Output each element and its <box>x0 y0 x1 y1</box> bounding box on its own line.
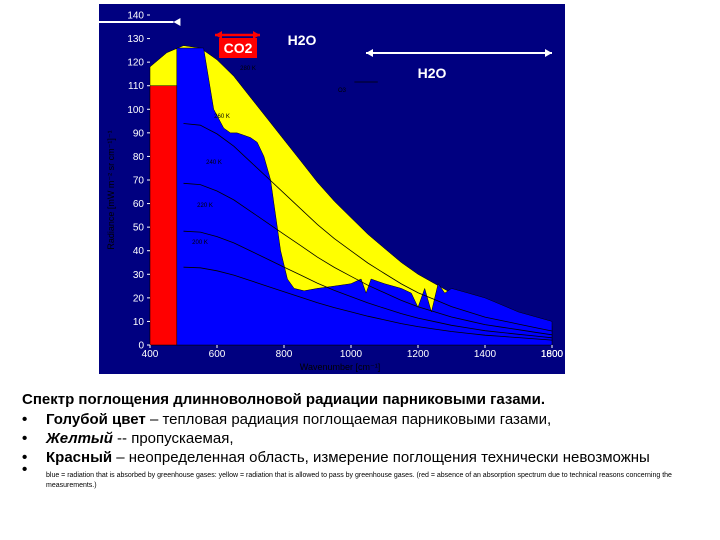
co2-label-box <box>219 38 257 58</box>
x-tick-label: 1800 <box>541 349 564 360</box>
temperature-curve-overlay <box>183 230 553 339</box>
bullet: • <box>22 411 28 428</box>
caption-item-yellow: • Желтый -- пропускаемая, <box>22 429 712 448</box>
item-text: -- пропускаемая, <box>112 430 234 447</box>
arrow-head-left <box>215 31 222 39</box>
bullet: • <box>22 430 28 447</box>
item-text: – тепловая радиация поглощаемая парников… <box>145 411 552 428</box>
temperature-label: 240 K <box>206 160 222 166</box>
y-tick-label: 40 <box>133 246 145 257</box>
color-word: Голубой цвет <box>46 411 146 428</box>
caption-item-blue: • Голубой цвет – тепловая радиация поглощ… <box>22 410 712 429</box>
y-tick-label: 110 <box>128 81 144 92</box>
y-axis-label: Radiance [mW m⁻² sr cm⁻¹]⁻¹ <box>106 130 116 249</box>
caption: Спектр поглощения длинноволновой радиаци… <box>22 390 712 491</box>
y-tick-label: 20 <box>133 293 145 304</box>
color-word: Красный <box>46 449 113 466</box>
temperature-labels: 280 K 260 K 240 K 220 K 200 K <box>192 66 256 246</box>
temperature-curve-overlay <box>183 123 553 332</box>
y-tick-label: 70 <box>133 176 145 187</box>
undetermined-region <box>149 85 178 346</box>
absorbed-radiation-area <box>176 47 553 346</box>
o3-label: O3 <box>338 88 347 94</box>
y-tick-label: 60 <box>133 199 145 210</box>
h2o-label-right: H2O <box>418 65 447 81</box>
caption-item-red: • Красный – неопределенная область, измер… <box>22 448 712 467</box>
caption-english-note: • blue = radiation that is absorbed by gr… <box>22 461 712 491</box>
y-tick-label: 30 <box>133 270 145 281</box>
temperature-label: 280 K <box>240 66 256 72</box>
co2-label: CO2 <box>224 40 253 56</box>
arrow-head-right <box>545 49 552 57</box>
y-tick-label: 140 <box>127 11 144 22</box>
temperature-lines <box>183 123 553 341</box>
y-tick-label: 100 <box>127 105 144 116</box>
arrow-head-left <box>173 18 181 26</box>
temperature-label: 260 K <box>214 114 230 120</box>
caption-list: • Голубой цвет – тепловая радиация поглощ… <box>22 410 712 491</box>
x-tick-label: 1200 <box>407 349 430 360</box>
x-tick-label: 1600 <box>541 349 564 360</box>
arrow-head-right <box>77 18 85 26</box>
arrow-head-right <box>253 31 260 39</box>
h2o-label-left: H2O <box>288 32 317 48</box>
x-axis-label: Wavenumber [cm⁻¹] <box>300 362 380 372</box>
arrow-head-left <box>366 49 373 57</box>
y-tick-label: 50 <box>133 223 145 234</box>
temperature-label: 200 K <box>192 240 208 246</box>
item-text: – неопределенная область, измерение погл… <box>112 449 650 466</box>
color-word: Желтый <box>46 430 113 447</box>
y-tick-label: 130 <box>127 34 144 45</box>
x-tick-label: 1400 <box>474 349 497 360</box>
bullet: • <box>22 449 28 466</box>
x-tick-label: 600 <box>209 349 226 360</box>
y-tick-label: 80 <box>133 152 145 163</box>
temperature-curve-overlay <box>183 182 553 336</box>
gas-band-arrows <box>77 18 552 83</box>
gas-labels: CO2 H2O H2O O3 <box>219 32 446 94</box>
y-tick-label: 0 <box>138 341 144 352</box>
y-tick-label: 90 <box>133 128 145 139</box>
x-tick-label: 1000 <box>340 349 363 360</box>
x-tick-label: 800 <box>276 349 293 360</box>
temperature-curve-overlay <box>183 266 553 341</box>
y-tick-label: 10 <box>133 317 145 328</box>
y-axis-ticks: 0 10 20 30 40 50 60 70 80 90 100 110 120 130 140 <box>127 11 150 352</box>
note-text: blue = radiation that is absorbed by gre… <box>46 472 672 489</box>
x-tick-label: 400 <box>142 349 159 360</box>
temperature-label: 220 K <box>197 203 213 209</box>
y-tick-label: 120 <box>127 58 144 69</box>
bullet: • <box>22 461 28 478</box>
caption-title: Спектр поглощения длинноволновой радиаци… <box>22 391 546 408</box>
